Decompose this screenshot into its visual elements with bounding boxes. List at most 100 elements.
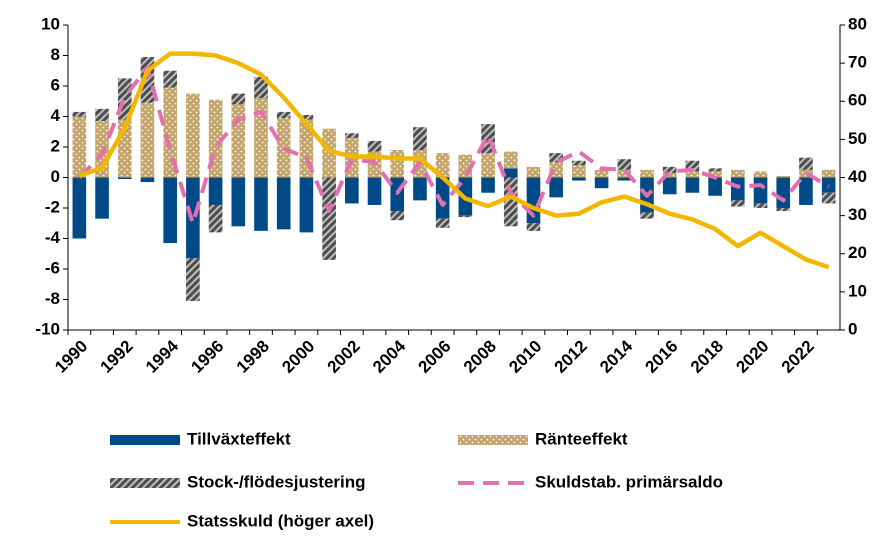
bar-segment xyxy=(367,140,382,152)
bar-segment xyxy=(731,177,745,201)
bar-segment xyxy=(753,177,768,204)
bar-segment xyxy=(390,150,405,178)
legend-label: Stock-/flödesjustering xyxy=(187,472,366,491)
bar-segment xyxy=(799,177,813,205)
y2-tick-label: 60 xyxy=(848,91,867,110)
bar-segment xyxy=(549,153,563,163)
bar-segment xyxy=(731,169,745,178)
legend-swatch xyxy=(458,435,528,445)
bar-segment xyxy=(117,177,132,180)
y-tick-label: -2 xyxy=(45,197,60,216)
bar-segment xyxy=(231,104,246,178)
x-tick-label: 2004 xyxy=(369,336,410,377)
bar-segment xyxy=(572,177,586,181)
legend-label: Ränteeffekt xyxy=(535,429,628,448)
bar-segment xyxy=(458,215,473,218)
y-tick-label: 6 xyxy=(51,75,60,94)
legend-label: Statsskuld (höger axel) xyxy=(187,511,374,530)
bar-segment xyxy=(345,133,359,138)
bar-segment xyxy=(617,159,632,170)
bar-segment xyxy=(662,166,677,173)
y2-tick-label: 30 xyxy=(848,205,867,224)
y-tick-label: -4 xyxy=(45,228,61,247)
x-tick-label: 2014 xyxy=(596,336,637,377)
y-tick-label: -8 xyxy=(45,289,60,308)
x-tick-label: 2002 xyxy=(324,337,364,377)
bar-segment xyxy=(435,177,450,219)
bar-segment xyxy=(481,177,495,193)
x-tick-label: 1996 xyxy=(187,337,227,377)
x-tick-label: 1990 xyxy=(51,337,91,377)
y2-tick-label: 0 xyxy=(848,319,857,338)
x-tick-label: 1994 xyxy=(142,336,183,377)
bar-segment xyxy=(299,114,314,120)
x-tick-label: 2018 xyxy=(687,337,727,377)
x-tick-label: 2008 xyxy=(460,337,500,377)
bar-segment xyxy=(208,204,223,233)
bar-segment xyxy=(753,171,768,178)
x-tick-label: 1992 xyxy=(97,337,137,377)
bar-segment xyxy=(140,177,155,183)
x-tick-label: 2000 xyxy=(278,337,318,377)
bar-segment xyxy=(776,177,791,208)
bar-segment xyxy=(821,169,836,178)
bar-segment xyxy=(799,169,813,178)
legend-label: Skuldstab. primärsaldo xyxy=(535,472,723,491)
y-tick-label: 8 xyxy=(51,45,60,64)
bar-segment xyxy=(731,200,745,207)
bar-segment xyxy=(95,177,109,219)
y2-tick-label: 70 xyxy=(848,53,867,72)
bar-segment xyxy=(662,177,677,195)
bar-segment xyxy=(821,177,836,193)
y-tick-label: -6 xyxy=(45,258,60,277)
bar-segment xyxy=(708,168,722,172)
bar-segment xyxy=(640,212,654,219)
bar-segment xyxy=(481,153,495,178)
bar-segment xyxy=(662,172,677,178)
bar-segment xyxy=(72,116,87,178)
bar-segment xyxy=(617,177,632,181)
y2-tick-label: 80 xyxy=(848,14,867,33)
bar-segment xyxy=(231,177,246,227)
bar-segment xyxy=(276,111,291,119)
y-tick-label: 0 xyxy=(51,167,60,186)
bar-segment xyxy=(345,177,359,204)
bar-segment xyxy=(503,177,518,227)
bar-segment xyxy=(685,177,700,193)
x-tick-label: 2012 xyxy=(551,337,591,377)
legend-swatch xyxy=(110,478,180,488)
bar-segment xyxy=(708,177,722,196)
x-tick-label: 2020 xyxy=(732,337,772,377)
bar-segment xyxy=(186,258,200,302)
bar-segment xyxy=(753,203,768,208)
bar-segment xyxy=(503,168,518,178)
bar-segment xyxy=(503,151,518,169)
y2-tick-label: 20 xyxy=(848,243,867,262)
bar-segment xyxy=(799,157,813,170)
bar-segment xyxy=(95,108,109,122)
bar-segment xyxy=(776,175,791,178)
bar-segment xyxy=(72,111,87,117)
bar-segment xyxy=(594,177,609,189)
bar-segment xyxy=(322,177,336,260)
bar-segment xyxy=(140,102,155,178)
bar-segment xyxy=(435,218,450,228)
bar-segment xyxy=(390,211,405,221)
x-tick-label: 2022 xyxy=(778,337,818,377)
x-tick-label: 2006 xyxy=(414,337,454,377)
x-tick-label: 1998 xyxy=(233,337,273,377)
bar-segment xyxy=(708,171,722,178)
y-tick-label: 10 xyxy=(41,14,60,33)
bar-segment xyxy=(413,177,427,201)
bar-segment xyxy=(163,87,177,178)
legend-label: Tillväxteffekt xyxy=(187,429,291,448)
x-tick-label: 2016 xyxy=(642,337,682,377)
bar-segment xyxy=(435,153,450,178)
line-series xyxy=(78,51,830,270)
bar-segment xyxy=(685,160,700,172)
y2-tick-label: 50 xyxy=(848,129,867,148)
bar-segment xyxy=(231,93,246,105)
legend-swatch xyxy=(110,435,180,445)
bar-segment xyxy=(276,177,291,230)
